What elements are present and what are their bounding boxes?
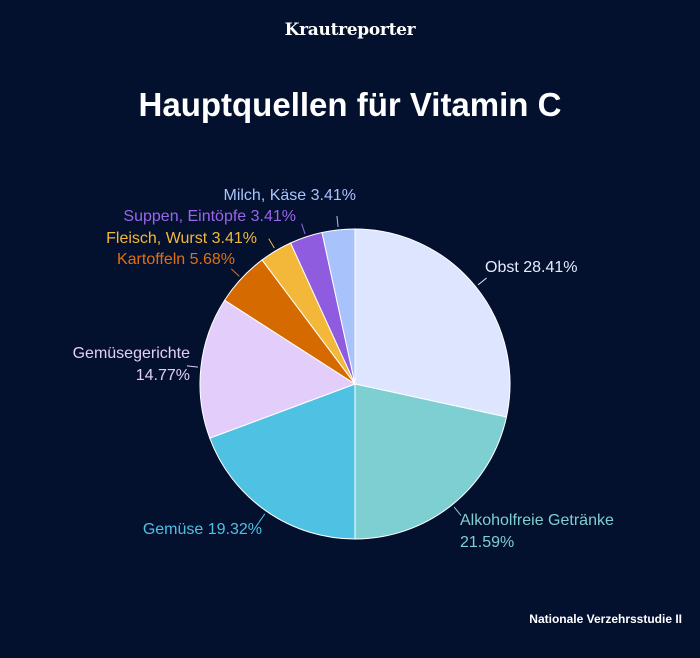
label-gemuese: Gemüse 19.32% [142, 521, 262, 538]
chart-title: Hauptquellen für Vitamin C [138, 86, 562, 123]
label-obst: Obst 28.41% [485, 259, 578, 276]
label-suppen-eintoepfe: Suppen, Eintöpfe 3.41% [123, 208, 296, 225]
label-kartoffeln: Kartoffeln 5.68% [116, 251, 235, 268]
leader-line-alkoholfreie-getraenke [453, 506, 462, 516]
label-gemuesegerichte-value: 14.77% [135, 367, 190, 384]
krautreporter-logo: Krautreporter [284, 20, 416, 40]
label-gemuesegerichte: Gemüsegerichte 14.77% [73, 343, 190, 387]
leader-line-gemuese [258, 513, 266, 524]
label-milch-kaese: Milch, Käse 3.41% [223, 187, 356, 204]
leader-line-milch-kaese [336, 215, 339, 227]
leader-line-fleisch-wurst [268, 238, 275, 249]
leader-line-suppen-eintoepfe [301, 223, 306, 235]
leader-line-kartoffeln [230, 268, 240, 277]
source-note: Nationale Verzehrsstudie II [529, 612, 682, 626]
label-alkoholfreie-getraenke-value: 21.59% [460, 534, 515, 551]
pie-slice-obst [354, 228, 511, 418]
label-alkoholfreie-getraenke: Alkoholfreie Getränke 21.59% [460, 510, 614, 554]
label-fleisch-wurst: Fleisch, Wurst 3.41% [106, 230, 257, 247]
pie-slice-gemuese [209, 383, 356, 540]
leader-line-obst [477, 277, 487, 286]
pie-slice-milch-kaese [321, 228, 356, 385]
label-alkoholfreie-getraenke-name: Alkoholfreie Getränke [460, 512, 614, 529]
pie-slice-gemuesegerichte [199, 299, 357, 439]
label-gemuesegerichte-name: Gemüsegerichte [72, 345, 190, 362]
pie-slice-alkoholfreie-getraenke [354, 383, 508, 540]
leader-line-gemuesegerichte [186, 365, 198, 368]
